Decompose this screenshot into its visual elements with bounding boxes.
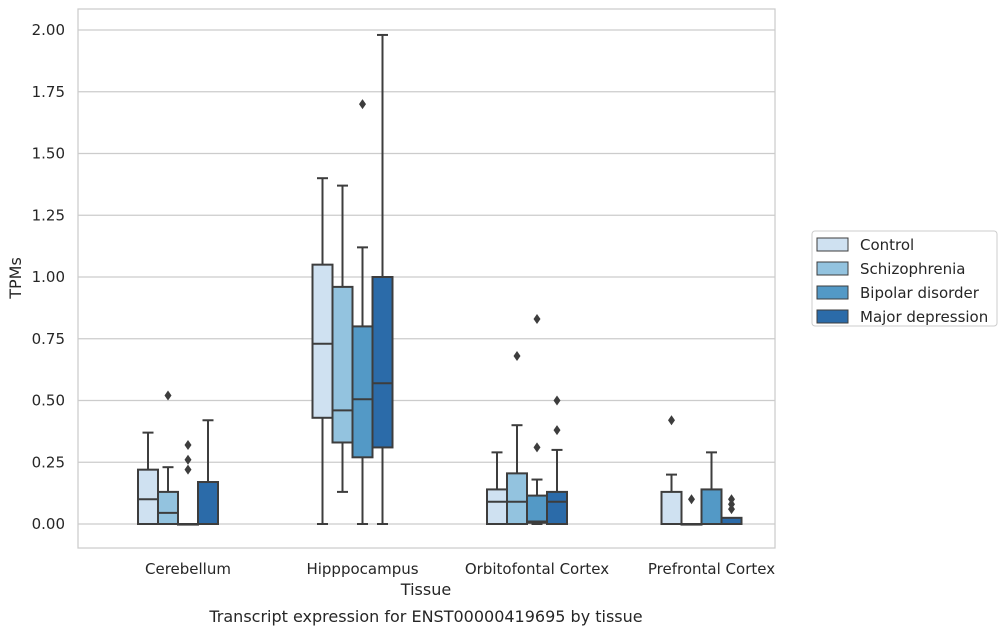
box-schizophrenia	[680, 494, 703, 526]
box-iqr	[311, 263, 334, 419]
box-iqr	[700, 488, 723, 526]
y-axis-label: TPMs	[6, 257, 25, 300]
box-control	[486, 451, 508, 526]
box-schizophrenia	[157, 390, 179, 526]
x-tick-label: Prefrontal Cortex	[648, 560, 775, 578]
chart-caption: Transcript expression for ENST0000041969…	[208, 607, 642, 626]
box-schizophrenia	[331, 184, 354, 493]
box-iqr	[526, 494, 548, 524]
x-axis-label: Tissue	[400, 580, 451, 599]
outlier-point	[513, 351, 521, 362]
box-iqr	[546, 490, 568, 526]
y-tick-label: 2.00	[32, 21, 65, 39]
y-tick-label: 1.00	[32, 268, 65, 286]
box-major-depression	[197, 419, 219, 526]
box-control	[660, 415, 683, 526]
legend-swatch	[816, 309, 849, 324]
y-tick-label: 0.50	[32, 392, 65, 410]
x-tick-labels: Cerebellum Hipppocampus Orbitofontal Corte…	[145, 560, 775, 578]
outlier-point	[184, 454, 192, 465]
outlier-point	[728, 494, 735, 505]
y-tick-label: 1.25	[32, 206, 65, 224]
y-tick-label: 0.00	[32, 515, 65, 533]
box-major-depression	[371, 33, 394, 525]
box-iqr	[197, 481, 219, 526]
legend-swatch	[816, 261, 849, 276]
box-iqr	[137, 468, 159, 526]
box-major-depression	[546, 395, 568, 526]
x-tick-label: Hipppocampus	[306, 560, 418, 578]
outlier-point	[533, 442, 541, 453]
x-tick-label: Cerebellum	[145, 560, 231, 578]
outlier-point	[668, 415, 675, 426]
box-iqr	[331, 285, 354, 444]
legend-frame	[811, 230, 998, 327]
box-iqr	[506, 472, 528, 525]
x-tick-label: Orbitofontal Cortex	[465, 560, 609, 578]
box-iqr	[157, 490, 179, 526]
legend-label: Schizophrenia	[860, 260, 965, 278]
box-iqr	[351, 325, 374, 459]
box-iqr	[660, 490, 683, 526]
y-tick-label: 1.50	[32, 145, 65, 163]
gridlines	[78, 29, 775, 525]
outlier-point	[553, 395, 561, 406]
outlier-point	[533, 313, 541, 324]
outlier-point	[184, 464, 192, 475]
y-tick-label: 1.75	[32, 83, 65, 101]
outlier-point	[164, 390, 172, 401]
boxes	[137, 33, 743, 526]
legend-label: Control	[860, 236, 914, 254]
y-tick-label: 0.75	[32, 330, 65, 348]
box-control	[311, 177, 334, 525]
box-control	[137, 431, 159, 526]
legend-swatch	[816, 285, 849, 300]
box-iqr	[486, 488, 508, 526]
box-iqr	[371, 276, 394, 449]
outlier-point	[688, 494, 695, 505]
legend-swatch	[816, 237, 849, 252]
legend-label: Major depression	[860, 308, 988, 326]
y-tick-labels: 0.00 0.25 0.50 0.75 1.00 1.25 1.50 1.75 2.00	[32, 21, 65, 533]
box-bipolar-disorder	[177, 439, 199, 526]
plot-frame	[77, 8, 776, 549]
legend: Control Schizophrenia Bipolar disorder Majo…	[811, 230, 998, 327]
box-bipolar-disorder	[700, 451, 723, 526]
y-tick-label: 0.25	[32, 453, 65, 471]
box-schizophrenia	[506, 351, 528, 525]
box-major-depression	[720, 494, 743, 526]
outlier-point	[359, 99, 366, 110]
outlier-point	[553, 425, 561, 436]
legend-label: Bipolar disorder	[860, 284, 980, 302]
outlier-point	[184, 439, 192, 450]
box-bipolar-disorder	[526, 313, 548, 525]
box-bipolar-disorder	[351, 99, 374, 525]
